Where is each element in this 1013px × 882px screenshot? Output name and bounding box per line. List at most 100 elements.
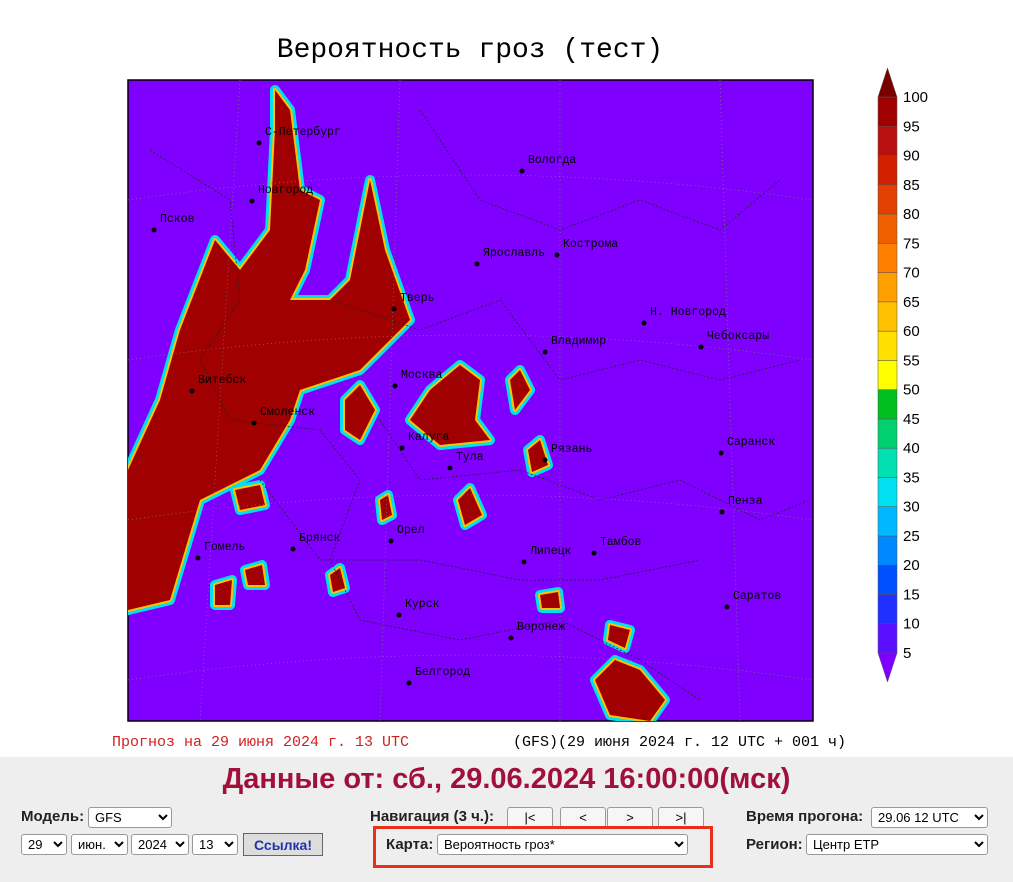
colorbar-cell <box>877 301 898 332</box>
map-select[interactable]: Вероятность гроз* <box>437 834 688 855</box>
city-dot <box>542 349 548 355</box>
storm-core <box>215 580 232 605</box>
run-info: (GFS)(29 июня 2024 г. 12 UTC + 001 ч) <box>513 734 846 751</box>
nav-prev[interactable]: < <box>560 807 606 828</box>
city-label: Тверь <box>400 292 435 305</box>
city-dot <box>406 680 412 686</box>
storm-core <box>245 565 265 585</box>
map-title: Вероятность гроз (тест) <box>277 35 663 66</box>
colorbar-label: 5 <box>903 645 911 662</box>
city-label: Калуга <box>408 431 450 444</box>
run-label: Время прогона: <box>746 808 864 825</box>
colorbar-cell <box>877 447 898 478</box>
colorbar-label: 50 <box>903 382 920 399</box>
day-select[interactable]: 29 <box>21 834 67 855</box>
city-label: Тула <box>456 451 484 464</box>
city-dot <box>189 388 195 394</box>
colorbar-cell <box>877 96 898 127</box>
city-dot <box>718 450 724 456</box>
forecast-time: Прогноз на 29 июня 2024 г. 13 UTC <box>112 734 409 751</box>
city-label: Тамбов <box>600 536 642 549</box>
colorbar-cell <box>877 272 898 303</box>
city-dot <box>151 227 157 233</box>
city-label: Рязань <box>551 443 592 456</box>
colorbar-cell <box>877 418 898 449</box>
colorbar-label: 30 <box>903 499 920 516</box>
city-label: Гомель <box>204 541 245 554</box>
city-label: Витебск <box>198 374 246 387</box>
colorbar-cell <box>877 623 898 654</box>
city-dot <box>391 306 397 312</box>
colorbar-label: 90 <box>903 148 920 165</box>
colorbar-cell <box>877 535 898 566</box>
city-label: Владимир <box>551 335 606 348</box>
city-label: Саранск <box>727 436 775 449</box>
colorbar-label: 100 <box>903 89 928 106</box>
control-panel: Данные от: сб., 29.06.2024 16:00:00(мск)… <box>0 757 1013 882</box>
map-label: Карта: <box>386 836 434 853</box>
nav-last[interactable]: >| <box>658 807 704 828</box>
city-label: Брянск <box>299 532 341 545</box>
colorbar-cell <box>877 389 898 420</box>
colorbar-cell <box>877 477 898 507</box>
city-dot <box>195 555 201 561</box>
colorbar-cap <box>877 67 898 98</box>
colorbar-cap <box>877 652 898 683</box>
city-dot <box>399 445 405 451</box>
city-label: Н. Новгород <box>650 306 726 319</box>
city-label: Орел <box>397 524 425 537</box>
city-dot <box>698 344 704 350</box>
nav-first[interactable]: |< <box>507 807 553 828</box>
colorbar-label: 25 <box>903 528 920 545</box>
year-select[interactable]: 2024 <box>131 834 189 855</box>
region-label: Регион: <box>746 836 803 853</box>
city-label: Липецк <box>529 545 572 558</box>
colorbar-cell <box>877 126 898 156</box>
colorbar-cell <box>877 155 898 186</box>
storm-core <box>330 568 345 592</box>
city-dot <box>396 612 402 618</box>
city-dot <box>554 252 560 258</box>
hour-select[interactable]: 13 <box>192 834 238 855</box>
storm-field <box>128 85 670 721</box>
highlight-box <box>373 826 713 868</box>
city-label: С-Петербург <box>265 126 341 139</box>
city-label: Воронеж <box>517 621 565 634</box>
month-select[interactable]: июн. <box>71 834 128 855</box>
city-label: Пенза <box>728 495 763 508</box>
colorbar-cell <box>877 213 898 244</box>
colorbar-cell <box>877 594 898 624</box>
city-dot <box>249 198 255 204</box>
city-label: Псков <box>160 213 195 226</box>
city-dot <box>447 465 453 471</box>
region-select[interactable]: Центр ЕТР <box>806 834 988 855</box>
data-header: Данные от: сб., 29.06.2024 16:00:00(мск) <box>222 763 791 795</box>
nav-next[interactable]: > <box>607 807 653 828</box>
run-select[interactable]: 29.06 12 UTC <box>871 807 988 828</box>
link-button[interactable]: Ссылка! <box>243 833 323 856</box>
storm-core <box>380 495 392 520</box>
colorbar-cell <box>877 184 898 215</box>
storm-core <box>410 365 490 445</box>
city-dot <box>719 509 725 515</box>
model-select[interactable]: GFS <box>88 807 172 828</box>
storm-core <box>595 660 665 721</box>
map-figure: Вероятность гроз (тест) С-Петербург Новго… <box>112 35 928 751</box>
city-label: Чебоксары <box>707 330 769 343</box>
city-label: Кострома <box>563 238 618 251</box>
colorbar-label: 95 <box>903 118 920 135</box>
city-label: Курск <box>405 598 440 611</box>
colorbar-label: 65 <box>903 294 920 311</box>
city-dot <box>388 538 394 544</box>
colorbar-label: 35 <box>903 469 920 486</box>
city-dot <box>392 383 398 389</box>
city-dot <box>508 635 514 641</box>
colorbar-cell <box>877 564 898 595</box>
nav-label: Навигация (3 ч.): <box>370 808 494 825</box>
graticule <box>128 80 813 721</box>
colorbar-cell <box>877 360 898 390</box>
colorbar-label: 75 <box>903 235 920 252</box>
city-label: Смоленск <box>260 406 315 419</box>
storm-core <box>540 592 560 608</box>
